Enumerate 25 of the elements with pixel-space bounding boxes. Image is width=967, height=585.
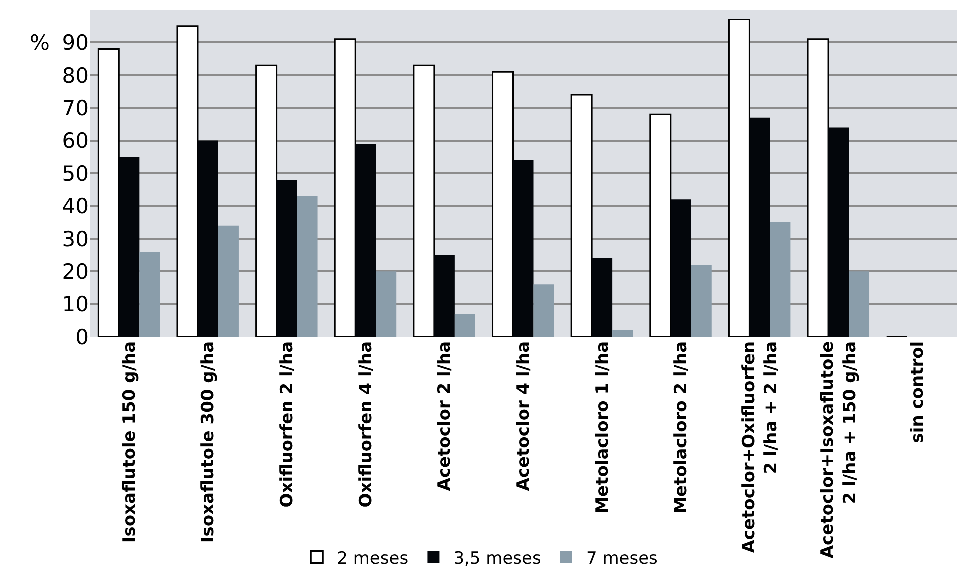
x-tick-label: Isoxaflutole 300 g/ha <box>198 341 219 544</box>
y-tick-label: 70 <box>62 96 89 120</box>
y-axis-title: % <box>30 31 50 55</box>
x-tick-label: Acetoclor 2 l/ha <box>435 341 456 492</box>
y-tick-label: 20 <box>62 260 89 284</box>
y-tick-label: 40 <box>62 194 89 219</box>
y-tick-label: 50 <box>62 162 89 186</box>
x-tick-label: sin control <box>908 341 928 444</box>
y-tick-label: 10 <box>62 292 89 317</box>
x-tick-label: Oxifluorfen 4 l/ha <box>356 341 376 508</box>
x-tick-label: Isoxaflutole 150 g/ha <box>120 341 140 544</box>
x-tick-label: Acetoclor+Isoxaflutole 2 l/ha + 150 g/ha <box>818 341 860 559</box>
legend-label: 7 meses <box>586 548 658 569</box>
y-tick-label: 30 <box>62 227 89 252</box>
y-tick-label: 80 <box>62 64 89 88</box>
legend-label: 3,5 meses <box>454 548 542 569</box>
x-tick-label: Acetoclor 4 l/ha <box>514 341 534 492</box>
x-tick-label: Acetoclor+Oxifluorfen 2 l/ha + 2 l/ha <box>739 341 782 554</box>
x-tick-label: Oxifluorfen 2 l/ha <box>278 341 298 508</box>
legend-label: 2 meses <box>337 548 409 569</box>
x-tick-label: Metolacloro 1 l/ha <box>592 341 613 514</box>
y-tick-label: 90 <box>62 31 89 56</box>
y-tick-label: 60 <box>62 129 89 154</box>
y-tick-label: 0 <box>76 325 89 350</box>
x-tick-label: Metolacloro 2 l/ha <box>672 341 692 514</box>
